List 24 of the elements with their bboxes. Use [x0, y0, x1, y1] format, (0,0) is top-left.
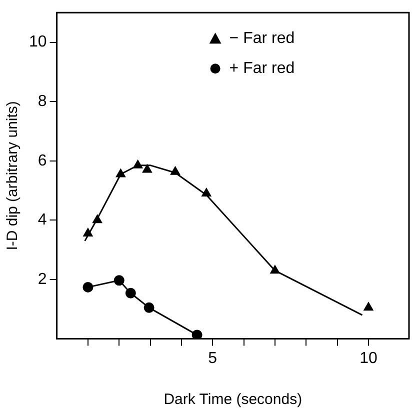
y-tick-label: 4 — [38, 212, 47, 229]
point — [83, 228, 93, 237]
legend-label: + Far red — [229, 60, 295, 78]
point — [116, 168, 126, 178]
x-tick-label: 5 — [208, 350, 218, 367]
y-tick-label: 2 — [38, 270, 47, 288]
y-tick-label: 6 — [38, 152, 47, 170]
point — [133, 160, 142, 168]
y-tick-label: 10 — [29, 34, 47, 51]
point — [270, 265, 280, 274]
point — [202, 188, 212, 196]
point — [144, 302, 154, 313]
point — [192, 330, 202, 339]
x-axis-title: Dark Time (seconds) — [164, 391, 302, 408]
point — [170, 166, 180, 175]
point — [364, 302, 374, 311]
legend-label: − Far red — [229, 30, 295, 48]
point — [92, 214, 102, 224]
y-axis-title: I-D dip (arbitrary units) — [4, 101, 22, 250]
y-tick-label: 8 — [38, 92, 47, 110]
point — [82, 282, 94, 292]
point — [114, 275, 124, 286]
point — [142, 164, 152, 173]
point — [125, 288, 136, 298]
